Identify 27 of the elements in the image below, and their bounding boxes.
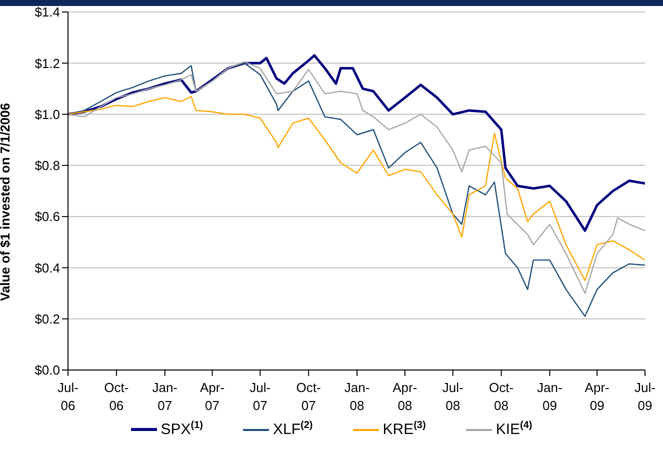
legend-label: KIE$^{(4)}$ xyxy=(496,420,532,438)
line-series xyxy=(68,96,645,282)
x-tick-label: Oct-06 xyxy=(104,380,129,413)
y-tick-label: $0.0 xyxy=(34,362,60,378)
y-tick-label: $1.2 xyxy=(34,56,60,71)
x-tick-label: Apr-07 xyxy=(200,380,225,413)
x-tick-label: Jul-08 xyxy=(442,380,464,413)
x-tick-label: Apr-09 xyxy=(584,380,610,413)
x-tick-label: Jan-09 xyxy=(537,380,562,413)
x-tick-label: Jan-07 xyxy=(152,380,178,413)
legend-label: SPX$^{(1)}$ xyxy=(160,420,203,438)
legend-label: XLF$^{(2)}$ xyxy=(273,420,313,438)
x-tick-label: Oct-07 xyxy=(296,380,321,413)
y-axis-title: Value of $1 invested on 7/1/2006 xyxy=(0,103,13,301)
legend-label: KRE$^{(3)}$ xyxy=(382,420,426,438)
y-tick-label: $0.2 xyxy=(34,311,60,326)
x-tick-label: Jul-06 xyxy=(58,380,78,413)
x-tick-label: Jul-09 xyxy=(634,380,656,413)
y-tick-label: $0.4 xyxy=(34,260,60,276)
x-tick-label: Jan-08 xyxy=(344,380,370,413)
y-tick-label: $1.4 xyxy=(34,4,60,20)
x-tick-label: Apr-08 xyxy=(392,380,418,413)
y-tick-label: $0.6 xyxy=(34,209,60,224)
x-tick-label: Jul-07 xyxy=(250,380,271,413)
x-tick-label: Oct-08 xyxy=(488,380,514,413)
y-tick-label: $1.0 xyxy=(34,106,60,122)
y-tick-label: $0.8 xyxy=(34,158,60,174)
